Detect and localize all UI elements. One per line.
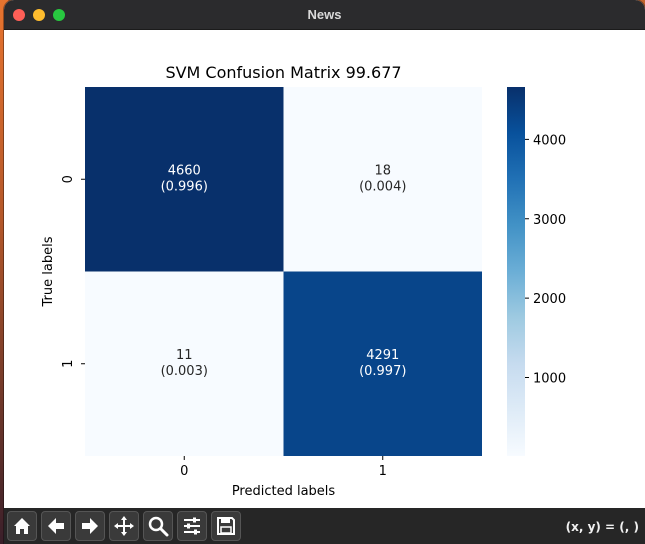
- home-button[interactable]: [7, 511, 37, 541]
- cell-count-label: 18: [374, 163, 391, 178]
- chart-title: SVM Confusion Matrix 99.677: [165, 63, 401, 82]
- configure-subplots-icon: [184, 517, 200, 535]
- forward-button[interactable]: [75, 511, 105, 541]
- y-tick-label: 1: [61, 360, 76, 368]
- confusion-matrix-chart: SVM Confusion Matrix 99.677 4660(0.996) 18…: [41, 63, 566, 499]
- y-tick-label: 0: [61, 175, 76, 183]
- x-axis-label: Predicted labels: [232, 484, 336, 499]
- cell-ratio-label: (0.996): [161, 179, 208, 194]
- home-icon: [14, 518, 30, 534]
- y-axis-label: True labels: [41, 236, 56, 307]
- cell-count-label: 4660: [168, 163, 201, 178]
- zoom-window-button[interactable]: [53, 9, 65, 21]
- heatmap-cell-1-0: [85, 271, 284, 456]
- app-window: News SVM Confusion Matrix 99.677 4660 (0.9…: [4, 0, 645, 544]
- navigation-toolbar: (x, y) = (, ): [4, 508, 645, 544]
- colorbar-tick-label: 4000: [533, 133, 566, 148]
- colorbar-tick-label: 3000: [533, 213, 566, 228]
- cursor-coordinates-readout: (x, y) = (, ): [565, 520, 639, 534]
- back-arrow-icon: [48, 518, 64, 534]
- heatmap-cell-0-1: [283, 87, 482, 272]
- x-tick-label: 1: [379, 464, 387, 479]
- colorbar-tick-label: 1000: [533, 372, 566, 387]
- window-title: News: [307, 7, 342, 22]
- cell-count-label: 4291: [366, 348, 399, 363]
- zoom-magnifier-icon: [148, 516, 169, 537]
- cell-ratio-label: (0.997): [359, 364, 406, 379]
- pan-move-icon: [114, 516, 134, 536]
- save-figure-button[interactable]: [211, 511, 241, 541]
- heatmap-cell-1-1: [283, 271, 482, 456]
- configure-subplots-button[interactable]: [177, 511, 207, 541]
- x-tick-label: 0: [180, 464, 188, 479]
- back-button[interactable]: [41, 511, 71, 541]
- colorbar: [507, 87, 525, 456]
- cell-ratio-label: (0.004): [359, 179, 406, 194]
- pan-button[interactable]: [109, 511, 139, 541]
- cell-count-label: 11: [176, 348, 193, 363]
- heatmap-cell-0-0: [85, 87, 284, 272]
- zoom-button[interactable]: [143, 511, 173, 541]
- colorbar-tick-label: 2000: [533, 292, 566, 307]
- cell-ratio-label: (0.003): [161, 364, 208, 379]
- close-window-button[interactable]: [13, 9, 25, 21]
- minimize-window-button[interactable]: [33, 9, 45, 21]
- title-bar: News: [4, 0, 645, 30]
- save-icon: [217, 517, 235, 535]
- figure-canvas[interactable]: SVM Confusion Matrix 99.677 4660 (0.996) 18…: [4, 30, 645, 508]
- forward-arrow-icon: [82, 518, 98, 534]
